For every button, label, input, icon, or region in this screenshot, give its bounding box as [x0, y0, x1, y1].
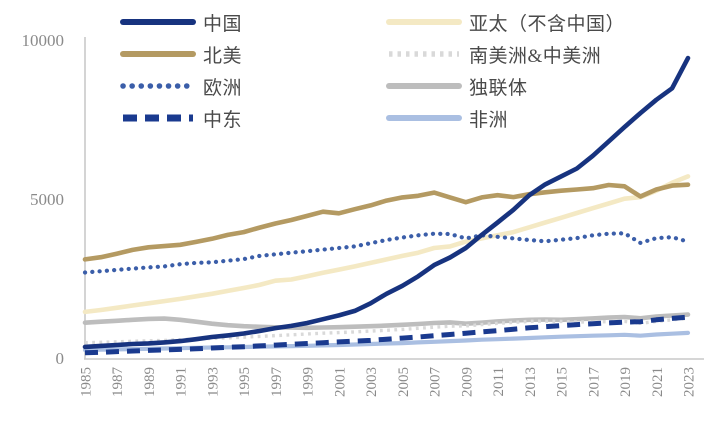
legend-line-cis-icon [386, 83, 462, 89]
legend-label-north-america: 北美 [203, 45, 243, 67]
x-axis-tick-label: 2001 [332, 367, 348, 397]
x-axis-tick-label: 1987 [110, 367, 126, 398]
legend-item-asia-pacific-ex-china: 亚太（不含中国） [386, 6, 625, 38]
middle-east-line [84, 314, 689, 356]
legend-line-south-central-america-icon [389, 51, 459, 57]
europe-line [82, 231, 691, 275]
asia-pacific-ex-china-line [82, 174, 691, 315]
legend-label-africa: 非洲 [469, 109, 509, 131]
legend-label-cis: 独联体 [469, 77, 528, 99]
y-axis-tick-label: 5000 [30, 190, 64, 209]
legend-item-africa: 非洲 [386, 102, 625, 134]
legend-line-north-america-icon [120, 51, 196, 57]
legend-line-asia-pacific-icon [386, 19, 462, 25]
y-axis-tick-label: 10000 [22, 31, 65, 50]
cis-line [82, 312, 691, 331]
x-axis-tick-label: 2013 [523, 367, 539, 397]
y-axis-tick-label: 0 [56, 349, 65, 368]
x-axis-tick-label: 2017 [586, 367, 602, 398]
x-axis-tick-label: 2015 [555, 367, 571, 397]
legend-label-south-central-america: 南美洲&中美洲 [469, 45, 602, 67]
x-axis-tick-label: 1993 [205, 367, 221, 397]
x-axis-tick-label: 1997 [269, 367, 285, 398]
china-line [82, 55, 691, 350]
africa-line [82, 330, 691, 353]
legend-label-asia-pacific-ex-china: 亚太（不含中国） [469, 13, 626, 35]
x-axis-tick-label: 2009 [459, 367, 475, 397]
x-axis-tick-label: 1995 [237, 367, 253, 397]
legend-label-middle-east: 中东 [203, 109, 243, 131]
legend-line-africa-icon [386, 115, 462, 121]
x-axis-tick-label: 2011 [491, 367, 507, 396]
x-axis-tick-label: 2023 [682, 367, 698, 397]
legend-item-north-america: 北美 [120, 38, 242, 70]
x-axis-tick-label: 2003 [364, 367, 380, 397]
legend-item-europe: 欧洲 [120, 70, 242, 102]
x-axis-tick-label: 2007 [428, 367, 444, 398]
legend-item-cis: 独联体 [386, 70, 625, 102]
north-america-line [82, 182, 691, 262]
chart-legend-column-2: 亚太（不含中国） 南美洲&中美洲 独联体 非洲 [386, 6, 625, 134]
x-axis-tick-label: 1991 [174, 367, 190, 397]
legend-label-europe: 欧洲 [203, 77, 243, 99]
legend-item-china: 中国 [120, 6, 242, 38]
legend-line-europe-icon [120, 83, 196, 89]
chart-legend-column-1: 中国 北美 欧洲 中东 [120, 6, 242, 134]
x-axis-tick-label: 2005 [396, 367, 412, 397]
legend-item-middle-east: 中东 [120, 102, 242, 134]
x-axis-tick-label: 1985 [79, 367, 95, 397]
legend-line-china-icon [120, 19, 196, 25]
x-axis-tick-label: 1989 [142, 367, 158, 397]
legend-label-china: 中国 [203, 13, 243, 35]
x-axis-tick-label: 2021 [650, 367, 666, 397]
legend-item-south-central-america: 南美洲&中美洲 [386, 38, 625, 70]
legend-line-middle-east-icon [123, 114, 193, 122]
x-axis-tick-label: 1999 [301, 367, 317, 397]
x-axis-tick-label: 2019 [618, 367, 634, 397]
